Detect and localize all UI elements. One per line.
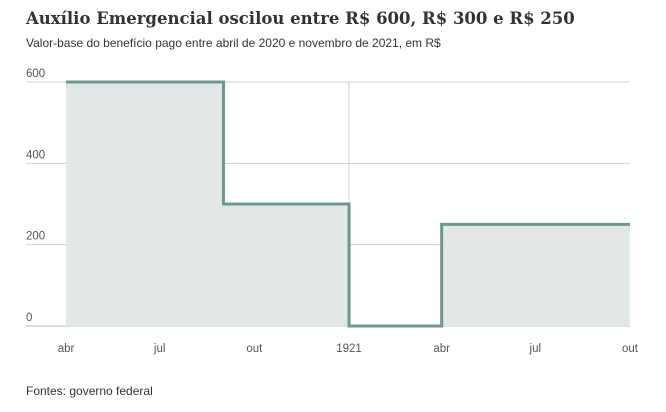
x-tick-label-4: abr xyxy=(433,343,450,355)
x-axis-ticks: abr jul out 1921 abr jul out xyxy=(58,343,639,355)
y-tick-label-400: 400 xyxy=(26,149,45,161)
y-tick-label-0: 0 xyxy=(26,312,32,324)
x-tick-label-3: 1921 xyxy=(336,343,362,355)
x-tick-label-2: out xyxy=(246,343,263,355)
x-tick-label-0: abr xyxy=(58,343,75,355)
y-tick-label-200: 200 xyxy=(26,231,45,243)
x-tick-label-6: out xyxy=(622,343,639,355)
x-tick-label-5: jul xyxy=(529,343,542,355)
series-line-layer xyxy=(66,80,630,328)
chart-subtitle: Valor-base do benefício pago entre abril… xyxy=(26,36,441,50)
y-tick-label-600: 600 xyxy=(26,68,45,80)
x-tick-label-1: jul xyxy=(153,343,166,355)
series-line-0 xyxy=(66,80,630,328)
source-note: Fontes: governo federal xyxy=(26,384,153,398)
chart-title: Auxílio Emergencial oscilou entre R$ 600… xyxy=(26,9,575,28)
y-axis-ticks: 0 200 400 600 xyxy=(26,68,45,324)
